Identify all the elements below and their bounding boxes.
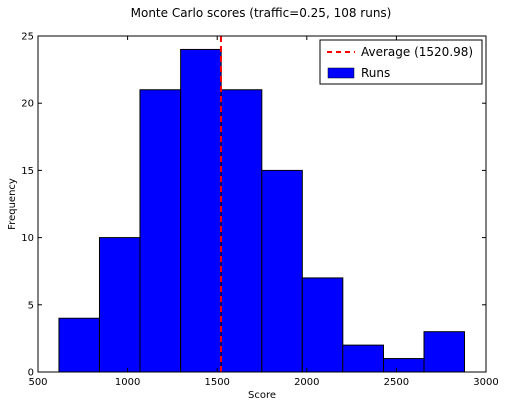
bars-group — [58, 48, 465, 373]
histogram-bar — [220, 89, 263, 373]
y-tick-label: 0 — [28, 368, 34, 379]
x-axis-label: Score — [248, 390, 276, 401]
histogram-bar — [342, 344, 384, 373]
legend-runs-swatch — [327, 67, 355, 79]
y-tick-label: 10 — [21, 233, 34, 244]
histogram-bar — [98, 237, 141, 373]
histogram-bar — [139, 89, 182, 373]
x-tick-label: 1000 — [115, 377, 140, 388]
x-tick-label: 500 — [28, 377, 47, 388]
x-tick-label: 2500 — [384, 377, 409, 388]
plot-frame — [37, 35, 487, 373]
histogram-bar — [261, 169, 303, 373]
x-tick-label: 3000 — [473, 377, 498, 388]
legend-runs-label: Runs — [361, 66, 390, 80]
y-tick-label: 25 — [21, 32, 34, 43]
y-tick-label: 15 — [21, 166, 34, 177]
histogram-bar — [423, 331, 465, 373]
y-tick-label: 20 — [21, 99, 34, 110]
histogram-bar — [58, 317, 100, 373]
histogram-bar — [382, 358, 425, 373]
x-tick-label: 1500 — [204, 377, 229, 388]
x-tick-label: 2000 — [294, 377, 319, 388]
y-tick-label: 5 — [28, 300, 34, 311]
legend: Average (1520.98) Runs — [319, 39, 483, 85]
histogram-bar — [301, 277, 344, 373]
legend-average-label: Average (1520.98) — [361, 45, 473, 59]
y-axis-label: Frequency — [7, 178, 18, 230]
x-axis-ticks: 500 1000 1500 2000 2500 3000 — [28, 36, 499, 388]
chart-title: Monte Carlo scores (traffic=0.25, 108 ru… — [131, 6, 392, 20]
histogram-bar — [180, 48, 222, 373]
y-axis-ticks: 0 5 10 15 20 25 — [21, 32, 486, 379]
